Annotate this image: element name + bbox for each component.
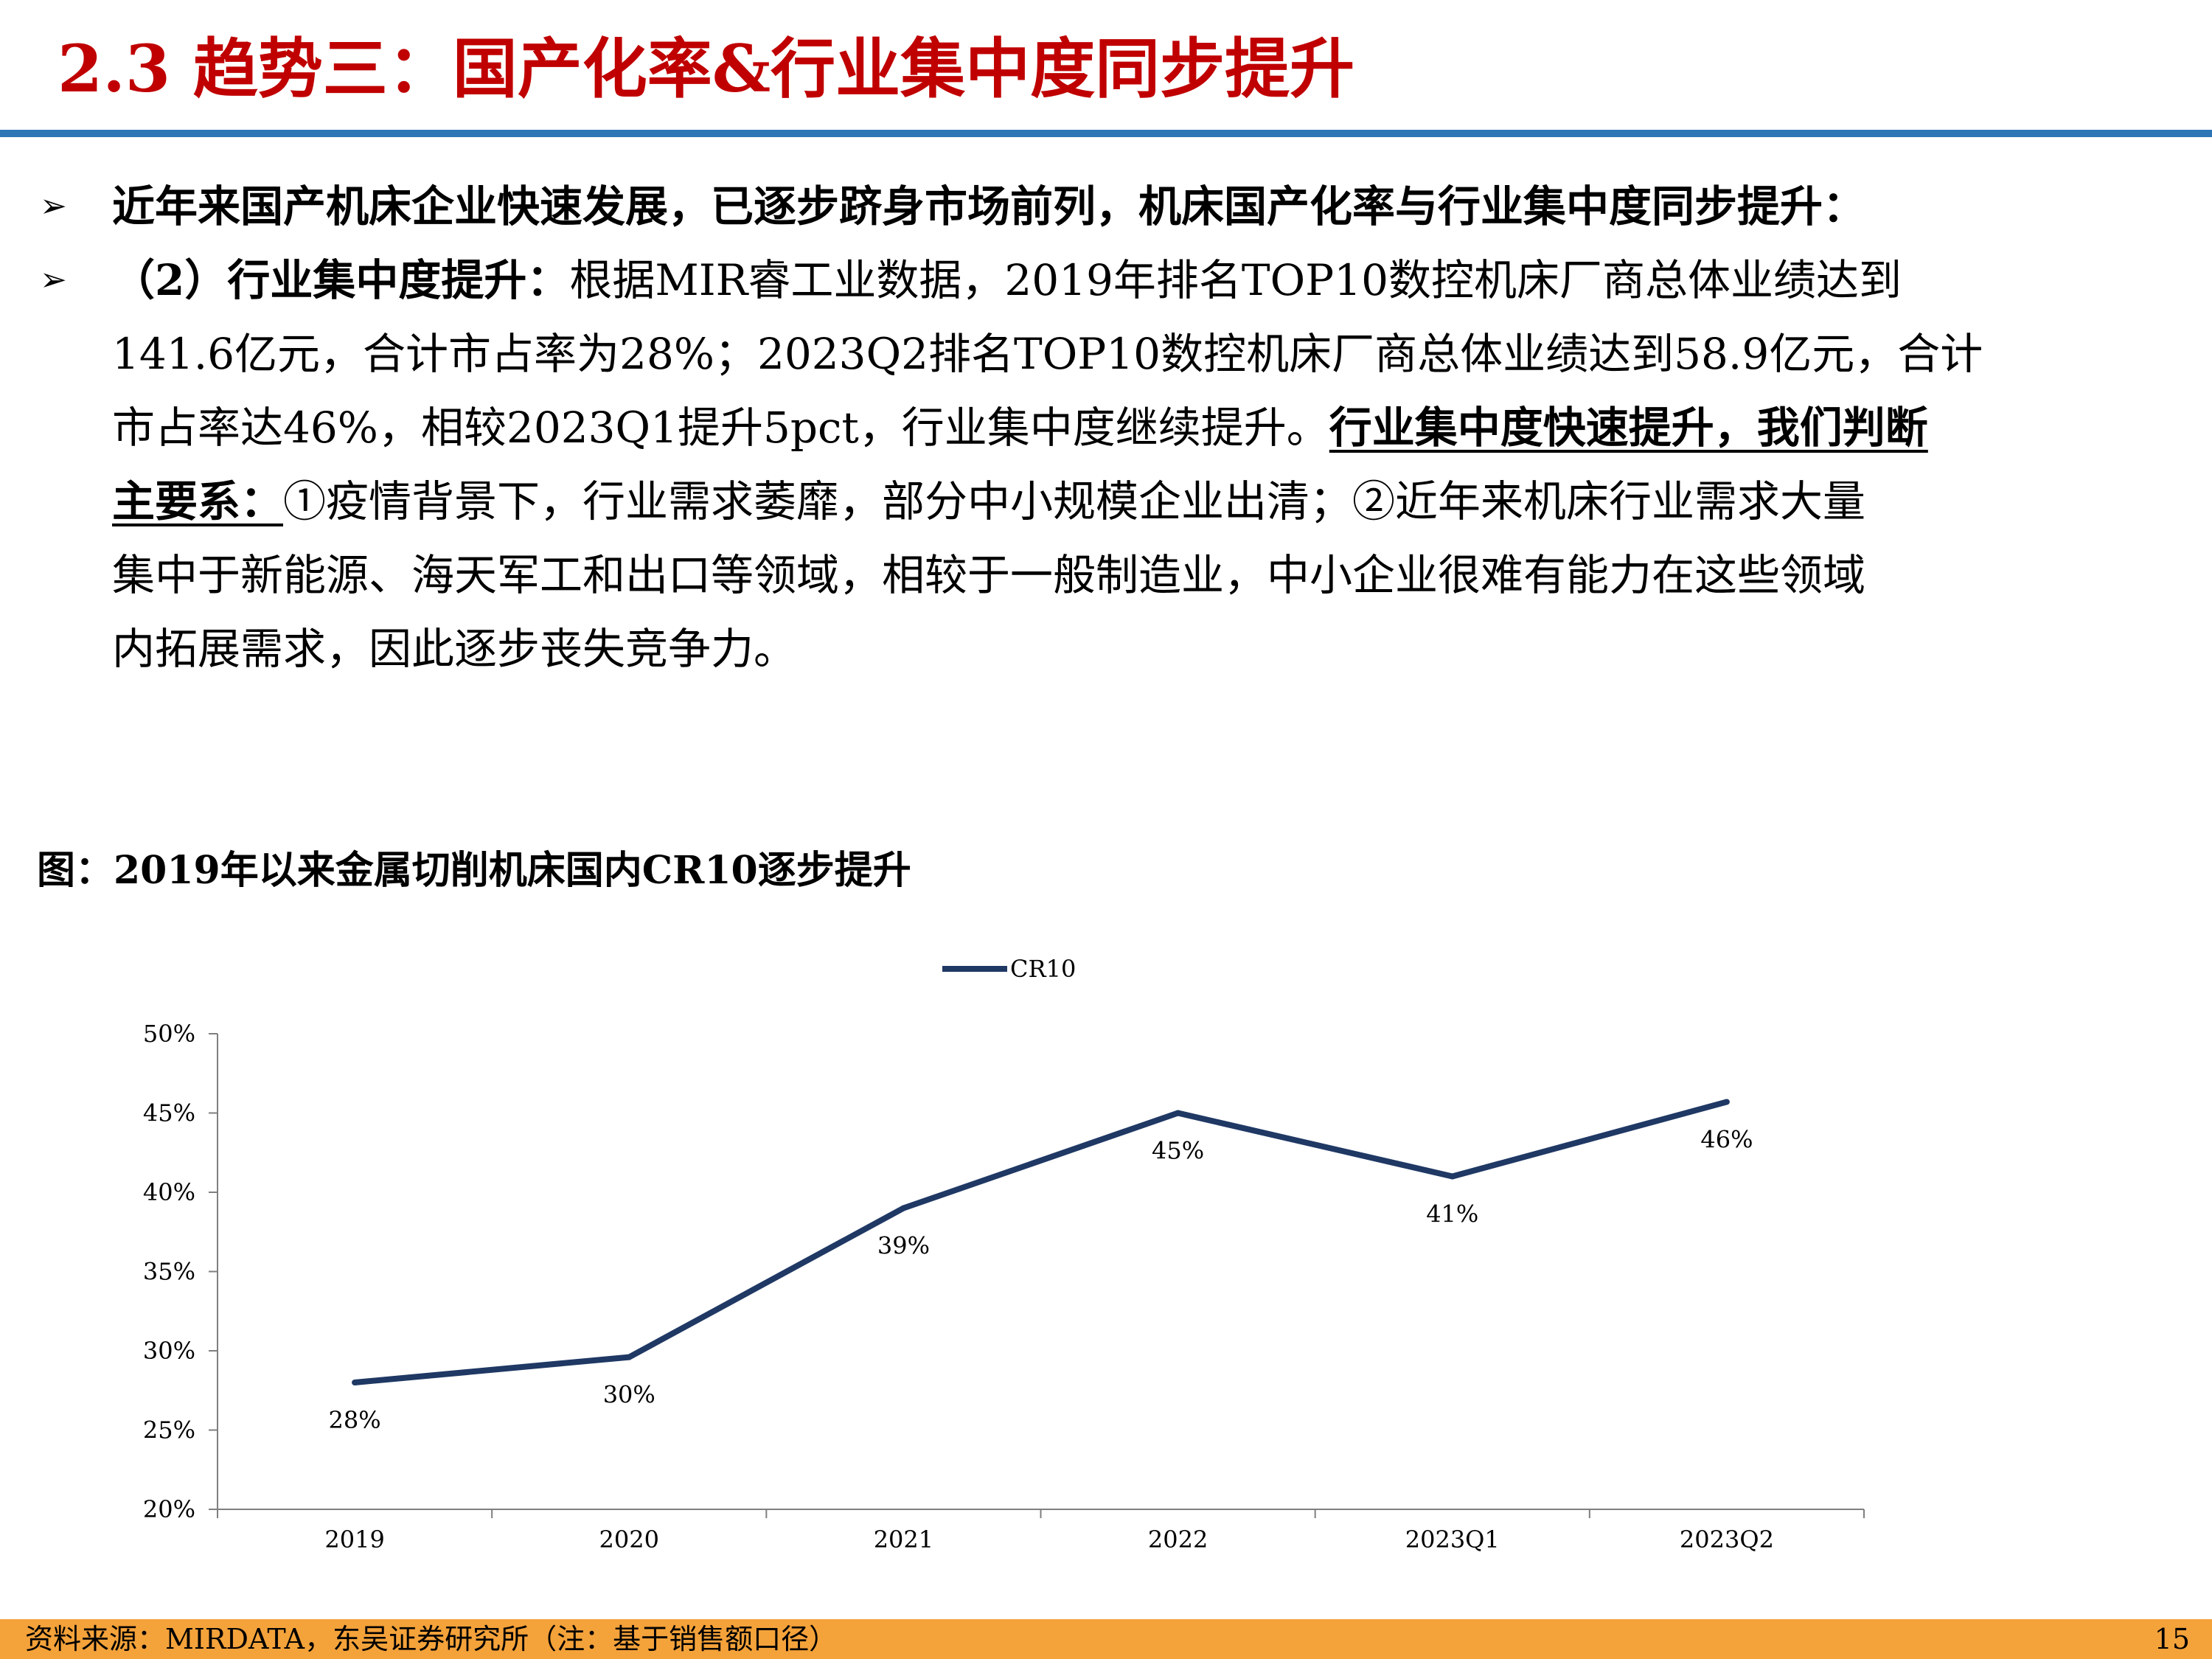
x-tick-label: 2023Q2: [1680, 1526, 1774, 1554]
data-label: 28%: [329, 1406, 381, 1434]
bullet-2-emphasis: 主要系：: [112, 476, 284, 526]
data-point: [352, 1380, 358, 1385]
bullet-2-line-2: 141.6亿元，合计市占率为28%；2023Q2排名TOP10数控机床厂商总体业…: [112, 329, 1983, 379]
x-tick-label: 2023Q1: [1405, 1526, 1500, 1554]
page-title: 2.3 趋势三：国产化率&行业集中度同步提升: [58, 30, 1355, 107]
data-point: [626, 1354, 633, 1360]
bullet-2-line-4: 主要系：①疫情背景下，行业需求萎靡，部分中小规模企业出清；②近年来机床行业需求大…: [112, 465, 2125, 538]
bullet-2-line-3: 市占率达46%，相较2023Q1提升5pct，行业集中度继续提升。行业集中度快速…: [112, 391, 2125, 465]
data-point: [1175, 1110, 1181, 1116]
x-tick-label: 2021: [874, 1526, 933, 1554]
bullet-2-lead: （2）行业集中度提升：: [112, 255, 570, 305]
source-note: 资料来源：MIRDATA，东吴证券研究所（注：基于销售额口径）: [25, 1623, 838, 1655]
data-label: 41%: [1426, 1200, 1478, 1228]
title-divider: [0, 130, 2212, 137]
legend-label: CR10: [1010, 955, 1076, 983]
bullet-arrow-icon: ➢: [40, 261, 67, 299]
data-point: [1723, 1099, 1730, 1105]
data-label: 46%: [1700, 1125, 1753, 1153]
bullet-2-line-1: （2）行业集中度提升：根据MIR睿工业数据，2019年排名TOP10数控机床厂商…: [112, 243, 2125, 317]
bullet-1: 近年来国产机床企业快速发展，已逐步跻身市场前列，机床国产化率与行业集中度同步提升…: [112, 181, 1866, 232]
bullet-2-line-5: 集中于新能源、海天军工和出口等领域，相较于一般制造业，中小企业很难有能力在这些领…: [112, 550, 1866, 600]
y-tick-label: 30%: [143, 1337, 195, 1365]
figure-title: 图：2019年以来金属切削机床国内CR10逐步提升: [37, 848, 911, 893]
page-number: 15: [2154, 1623, 2190, 1655]
bullet-2-text: ①疫情背景下，行业需求萎靡，部分中小规模企业出清；②近年来机床行业需求大量: [283, 476, 1866, 526]
bullet-arrow-icon: ➢: [40, 187, 67, 225]
y-tick-label: 45%: [143, 1099, 195, 1127]
bullet-2-line-6: 内拓展需求，因此逐步丧失竞争力。: [112, 624, 797, 674]
bullet-2-emphasis: 行业集中度快速提升，我们判断: [1329, 403, 1928, 453]
y-tick-label: 35%: [143, 1258, 195, 1286]
data-point: [1449, 1173, 1455, 1180]
data-label: 39%: [877, 1232, 930, 1260]
bullet-2-text: 市占率达46%，相较2023Q1提升5pct，行业集中度继续提升。: [112, 403, 1329, 453]
x-tick-label: 2019: [324, 1526, 384, 1554]
data-label: 45%: [1152, 1137, 1204, 1165]
cr10-line-chart: 20% 25% 30% 35% 40% 45% 50% 2019 2020 2021 2022 202…: [143, 955, 1865, 1554]
y-tick-label: 40%: [143, 1178, 195, 1206]
y-tick-label: 25%: [143, 1416, 195, 1444]
data-label: 30%: [603, 1381, 655, 1409]
x-tick-label: 2020: [599, 1526, 659, 1554]
series-line-cr10: [354, 1099, 1728, 1385]
y-tick-label: 20%: [143, 1495, 195, 1523]
y-tick-label: 50%: [143, 1020, 195, 1048]
data-point: [900, 1205, 907, 1211]
bullet-2-text: 根据MIR睿工业数据，2019年排名TOP10数控机床厂商总体业绩达到: [569, 255, 1902, 305]
footer-bar: 资料来源：MIRDATA，东吴证券研究所（注：基于销售额口径） 15: [0, 1619, 2212, 1659]
x-tick-label: 2022: [1148, 1526, 1208, 1554]
